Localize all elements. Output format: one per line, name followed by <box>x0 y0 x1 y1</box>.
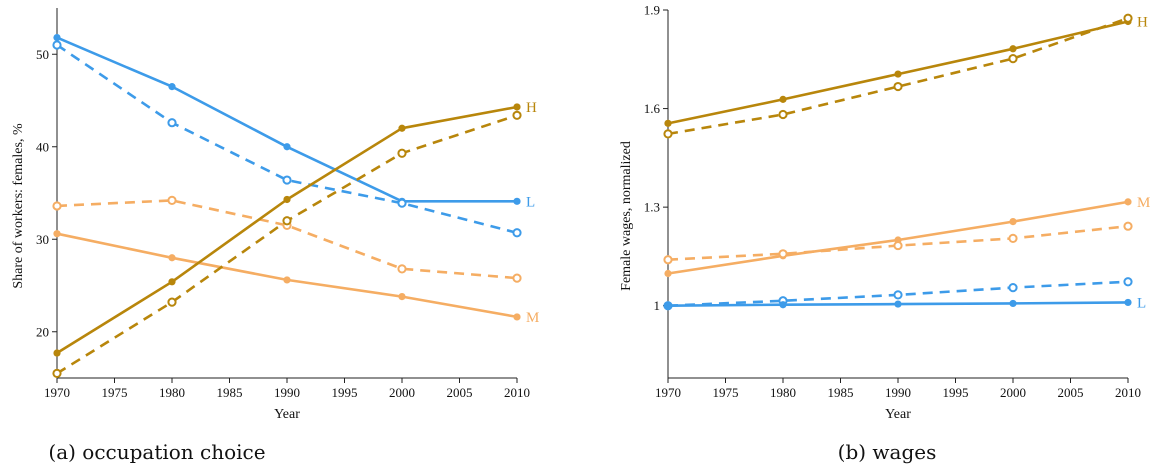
y-tick-label: 1.3 <box>644 200 660 215</box>
series-end-label-M: M <box>1137 195 1150 211</box>
series-end-label-L: L <box>526 194 535 210</box>
series-line-L-dashed <box>56 43 518 235</box>
data-point-L <box>397 198 407 208</box>
x-tick-label: 1980 <box>159 385 185 400</box>
y-tick-label: 1.6 <box>644 101 661 116</box>
data-point-L <box>779 301 787 309</box>
data-point-H <box>894 70 902 78</box>
data-point-L <box>1009 299 1017 308</box>
data-point-L <box>167 118 177 128</box>
data-point-H <box>1123 13 1133 23</box>
y-tick-label: 20 <box>36 324 49 339</box>
data-point-H <box>512 110 522 120</box>
y-axis-label: Female wages, normalized <box>619 141 634 291</box>
data-point-M <box>52 201 62 211</box>
data-point-M <box>1009 218 1017 226</box>
data-point-H <box>513 103 521 111</box>
data-point-L <box>282 175 292 185</box>
data-point-M <box>53 230 61 238</box>
x-axis-label: Year <box>885 407 911 422</box>
data-point-M <box>664 269 672 278</box>
data-point-H <box>283 195 291 204</box>
x-tick-label: 1980 <box>770 385 796 400</box>
data-point-M <box>283 276 291 284</box>
data-point-M <box>167 195 177 205</box>
data-point-L <box>513 197 521 205</box>
series-end-label-H: H <box>526 100 537 116</box>
x-tick-label: 1975 <box>102 385 128 400</box>
data-point-H <box>779 95 787 103</box>
series-line-H-dashed <box>667 16 1129 136</box>
data-point-M <box>513 313 521 321</box>
x-tick-label: 2005 <box>447 385 473 400</box>
series-end-label-L: L <box>1137 295 1146 311</box>
x-tick-label: 1970 <box>655 385 681 400</box>
x-tick-label: 2000 <box>389 385 415 400</box>
data-point-H <box>168 278 176 286</box>
data-point-L <box>1124 298 1132 307</box>
panel-occupation-choice: Share of workers: females, % Year (a) oc… <box>11 8 539 464</box>
data-point-L <box>1123 277 1133 287</box>
data-point-L <box>664 302 672 310</box>
x-tick-label: 2010 <box>504 385 530 400</box>
x-tick-label: 1985 <box>828 385 854 400</box>
data-point-H <box>663 129 673 139</box>
data-point-L <box>512 228 522 238</box>
data-point-H <box>1008 54 1018 64</box>
data-point-L <box>893 290 903 300</box>
y-axis-label: Share of workers: females, % <box>11 123 26 289</box>
y-tick-label: 40 <box>36 139 49 154</box>
x-tick-label: 1985 <box>217 385 243 400</box>
x-axis-label: Year <box>274 407 300 422</box>
data-point-H <box>893 81 903 92</box>
data-point-M <box>663 255 673 265</box>
x-tick-label: 1970 <box>44 385 70 400</box>
data-point-H <box>778 109 788 120</box>
series-line-M-dashed <box>56 199 518 280</box>
data-point-M <box>397 264 407 274</box>
x-tick-label: 1990 <box>274 385 300 400</box>
data-point-H <box>1009 45 1017 53</box>
panel-caption: (b) wages <box>838 440 937 464</box>
data-point-H <box>52 368 62 378</box>
x-tick-label: 1975 <box>713 385 739 400</box>
panel-caption: (a) occupation choice <box>48 440 265 464</box>
data-point-H <box>282 216 292 226</box>
data-point-H <box>664 119 672 127</box>
data-point-M <box>398 293 406 301</box>
data-point-M <box>893 240 903 251</box>
data-point-L <box>168 83 176 91</box>
series-line-H-dashed <box>56 114 518 375</box>
data-point-M <box>168 254 176 262</box>
data-point-L <box>894 300 902 308</box>
x-tick-label: 1995 <box>943 385 969 400</box>
data-point-M <box>1008 233 1018 243</box>
series-line-M-solid <box>56 232 518 319</box>
data-point-H <box>398 124 406 132</box>
data-point-L <box>1008 283 1018 293</box>
y-tick-label: 50 <box>36 47 49 62</box>
data-point-M <box>512 273 522 283</box>
data-point-H <box>167 297 177 307</box>
data-point-H <box>397 148 407 158</box>
data-point-L <box>283 143 291 151</box>
data-point-H <box>53 349 61 357</box>
data-point-M <box>1123 221 1133 231</box>
x-tick-label: 1990 <box>885 385 911 400</box>
data-point-L <box>53 34 61 42</box>
x-tick-label: 2005 <box>1058 385 1084 400</box>
series-end-label-M: M <box>526 310 539 326</box>
y-tick-label: 30 <box>36 232 49 247</box>
panel-wages: Female wages, normalized Year (b) wages … <box>619 3 1150 465</box>
data-point-M <box>778 249 788 259</box>
data-point-L <box>52 40 62 50</box>
y-tick-label: 1.9 <box>644 3 660 18</box>
x-tick-label: 2010 <box>1115 385 1141 400</box>
data-point-M <box>1124 198 1132 206</box>
y-tick-label: 1 <box>654 298 661 313</box>
series-end-label-H: H <box>1137 15 1148 31</box>
x-tick-label: 1995 <box>332 385 358 400</box>
x-tick-label: 2000 <box>1000 385 1026 400</box>
